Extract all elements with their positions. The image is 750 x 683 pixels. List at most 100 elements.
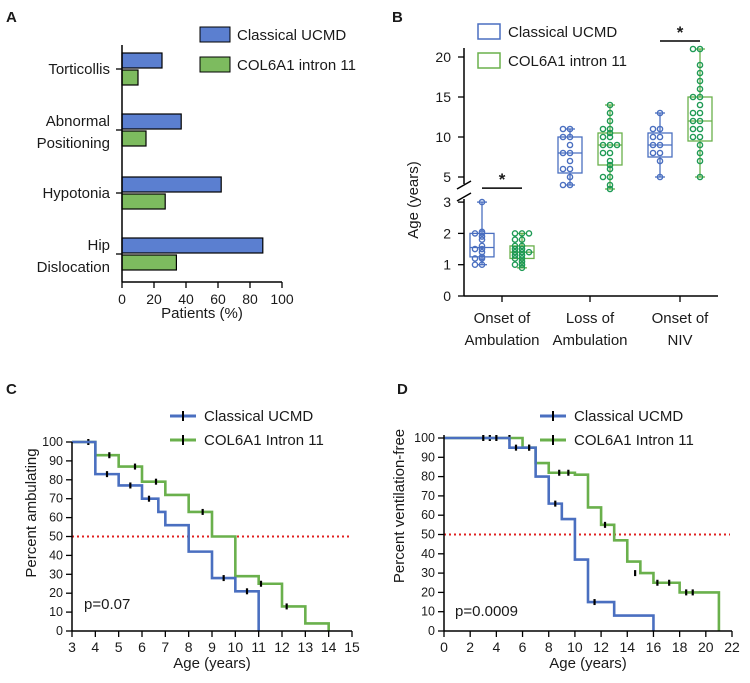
bar-intron-2	[121, 193, 166, 210]
legend-label-intron-d: COL6A1 Intron 11	[574, 432, 694, 449]
panel-label-b: B	[392, 9, 403, 26]
x-tick-label-2-7: 7	[161, 639, 169, 655]
box-point-5-17	[696, 69, 704, 77]
box-point-3-16	[599, 125, 607, 133]
panel-label-a: A	[6, 9, 17, 26]
box-point-3-7	[606, 149, 614, 157]
box-point-4-7	[649, 133, 657, 141]
x-tick-label-a-100: 100	[270, 291, 294, 307]
box-point-3-15	[606, 125, 614, 133]
km-curve-2-0	[72, 440, 260, 631]
x-tick-label-2-8: 8	[185, 639, 193, 655]
box-point-4-6	[656, 133, 664, 141]
group-label-b-1: Loss of Ambulation	[552, 310, 627, 349]
box-point-1-14	[511, 242, 519, 250]
x-tick-label-2-10: 10	[228, 639, 244, 655]
box-point-2-0	[566, 181, 574, 189]
box-point-5-12	[696, 101, 704, 109]
x-tick-label-3-20: 20	[698, 639, 714, 655]
y-tick-label-3-80: 80	[421, 470, 435, 484]
y-tick-label-2-60: 60	[49, 511, 63, 525]
box-point-4-2	[656, 149, 664, 157]
box-body-3	[597, 132, 623, 166]
legend-label-classical-d: Classical UCMD	[574, 408, 683, 425]
box-2	[557, 125, 583, 189]
p-value-c: p=0.07	[84, 596, 130, 613]
y-axis-label-c: Percent ambulating	[23, 448, 40, 577]
box-point-4-4	[656, 141, 664, 149]
box-body-2	[557, 136, 583, 174]
box-point-4-1	[656, 157, 664, 165]
y-tick-label-3-100: 100	[414, 431, 435, 445]
x-tick-label-2-9: 9	[208, 639, 216, 655]
bar-classical-1	[121, 113, 182, 130]
panel-label-c: C	[6, 381, 17, 398]
box-point-0-12	[471, 230, 479, 237]
panel-a: A Classical UCMD COL6A1 intron 11 Tortic…	[6, 9, 356, 322]
box-point-1-2	[511, 261, 519, 269]
box-point-1-8	[518, 248, 526, 256]
box-5	[687, 45, 713, 181]
axis-break-line-1	[456, 180, 472, 190]
box-point-5-0	[696, 173, 704, 181]
box-1	[509, 230, 535, 272]
legend-swatch-classical	[199, 26, 231, 43]
box-point-5-4	[696, 133, 704, 141]
box-point-1-17	[518, 230, 526, 237]
box-point-0-13	[478, 228, 486, 236]
box-point-4-8	[656, 125, 664, 133]
x-tick-label-2-15: 15	[344, 639, 360, 655]
box-point-3-17	[606, 117, 614, 125]
box-point-1-4	[518, 255, 526, 262]
y-axis-label-d: Percent ventilation-free	[391, 429, 408, 583]
significance-star-2: *	[677, 23, 684, 42]
x-tick-label-3-0: 0	[440, 639, 448, 655]
y-tick-label-2-30: 30	[49, 567, 63, 581]
y-tick-label-3-30: 30	[421, 566, 435, 580]
box-point-1-7	[511, 252, 519, 259]
x-tick-label-3-18: 18	[672, 639, 688, 655]
box-point-3-13	[599, 133, 607, 141]
legend-label-classical-b: Classical UCMD	[508, 24, 617, 41]
box-point-1-11	[518, 245, 526, 253]
box-point-2-8	[566, 141, 574, 149]
legend-label-intron-b: COL6A1 intron 11	[508, 53, 627, 70]
x-tick-label-2-3: 3	[68, 639, 76, 655]
box-point-1-18	[511, 230, 519, 237]
x-tick-label-2-4: 4	[91, 639, 99, 655]
y-tick-label-3-10: 10	[421, 605, 435, 619]
legend-label-intron-c: COL6A1 Intron 11	[204, 432, 324, 449]
box-point-1-19	[525, 230, 533, 237]
x-tick-label-3-6: 6	[519, 639, 527, 655]
box-point-1-3	[518, 258, 526, 265]
bar-intron-3	[121, 254, 178, 271]
box-4	[647, 109, 673, 181]
panel-label-d: D	[397, 381, 408, 398]
box-point-5-8	[696, 117, 704, 125]
box-point-3-19	[606, 101, 614, 109]
y-tick-label-2-70: 70	[49, 492, 63, 506]
category-label-3: Hip Dislocation	[37, 237, 110, 276]
y-tick-label-2-50: 50	[49, 530, 63, 544]
legend-swatch-intron-b	[477, 52, 501, 69]
bar-classical-0	[121, 52, 163, 69]
x-tick-label-2-14: 14	[321, 639, 337, 655]
box-point-2-9	[566, 133, 574, 141]
y-tick-label-b-20: 20	[435, 49, 451, 65]
x-tick-label-2-11: 11	[251, 639, 266, 655]
box-point-0-9	[478, 236, 486, 243]
x-tick-label-2-6: 6	[138, 639, 146, 655]
box-point-3-5	[606, 161, 614, 169]
x-tick-label-3-16: 16	[646, 639, 662, 655]
x-tick-label-3-4: 4	[492, 639, 500, 655]
y-tick-label-b-10: 10	[435, 129, 451, 145]
y-tick-label-3-40: 40	[421, 547, 435, 561]
x-tick-label-3-14: 14	[619, 639, 635, 655]
y-tick-label-2-0: 0	[56, 624, 63, 638]
category-label-0: Torticollis	[48, 61, 110, 78]
y-tick-label-2-10: 10	[49, 605, 63, 619]
box-point-1-0	[518, 264, 526, 272]
box-point-4-3	[649, 149, 657, 157]
x-axis-label-c: Age (years)	[173, 655, 251, 672]
